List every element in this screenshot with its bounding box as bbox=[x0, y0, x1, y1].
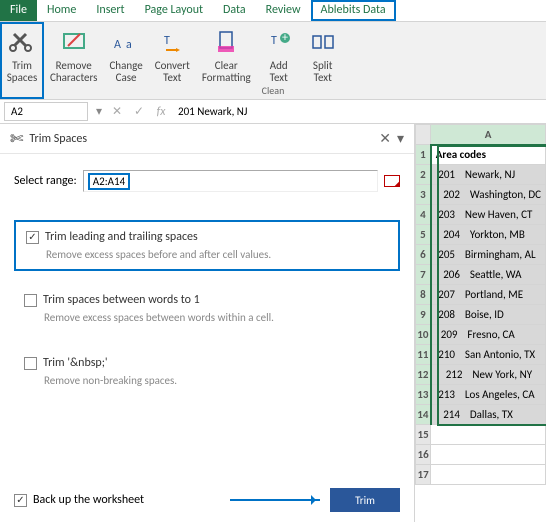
row-header[interactable]: 12 bbox=[416, 365, 431, 385]
worksheet[interactable]: A 1Area codes2 201 Newark, NJ3 202 Washi… bbox=[415, 124, 546, 522]
row-header[interactable]: 6 bbox=[416, 245, 431, 265]
ribbon-split-text[interactable]: SplitText bbox=[301, 22, 345, 99]
cell[interactable]: 213 Los Angeles, CA bbox=[431, 385, 546, 405]
row-header[interactable]: 13 bbox=[416, 385, 431, 405]
trim-button[interactable]: Trim bbox=[330, 488, 400, 512]
name-box-dropdown[interactable]: ▾ bbox=[92, 104, 106, 119]
tab-home[interactable]: Home bbox=[37, 0, 86, 21]
cell[interactable]: 205 Birmingham, AL bbox=[431, 245, 546, 265]
tab-ablebits[interactable]: Ablebits Data bbox=[311, 0, 396, 21]
ribbon-change-case[interactable]: AaChangeCase bbox=[103, 22, 148, 99]
accept-formula[interactable]: ✓ bbox=[128, 104, 150, 119]
opt-trim-between[interactable]: Trim spaces between words to 1 Remove ex… bbox=[14, 283, 400, 334]
ribbon-clear-formatting[interactable]: ClearFormatting bbox=[196, 22, 257, 99]
svg-text:+: + bbox=[282, 31, 288, 45]
formula-input[interactable]: 201 Newark, NJ bbox=[172, 103, 546, 120]
cell[interactable] bbox=[431, 465, 546, 485]
col-header[interactable]: A bbox=[431, 125, 546, 145]
tab-page-layout[interactable]: Page Layout bbox=[135, 0, 213, 21]
ribbon-convert-text[interactable]: TConvertText bbox=[149, 22, 196, 99]
row-header[interactable]: 16 bbox=[416, 445, 431, 465]
arrow-icon bbox=[230, 499, 320, 501]
cell[interactable]: 202 Washington, DC bbox=[431, 185, 546, 205]
range-input[interactable]: A2:A14 bbox=[83, 170, 378, 192]
row-header[interactable]: 14 bbox=[416, 405, 431, 425]
checkbox-icon[interactable] bbox=[14, 494, 27, 507]
checkbox-icon[interactable] bbox=[24, 357, 37, 370]
ribbon-trim-spaces[interactable]: TrimSpaces bbox=[0, 22, 44, 99]
row-header[interactable]: 5 bbox=[416, 225, 431, 245]
opt-trim-leading-trailing[interactable]: Trim leading and trailing spaces Remove … bbox=[14, 220, 400, 271]
cell[interactable] bbox=[431, 445, 546, 465]
panel-title: Trim Spaces bbox=[29, 132, 373, 146]
scissors-icon: ✄ bbox=[10, 129, 23, 149]
row-header[interactable]: 2 bbox=[416, 165, 431, 185]
select-range-label: Select range: bbox=[14, 174, 77, 188]
ribbon-remove-characters[interactable]: RemoveCharacters bbox=[44, 22, 103, 99]
cell[interactable]: Area codes bbox=[431, 145, 546, 165]
cell[interactable]: 208 Boise, ID bbox=[431, 305, 546, 325]
cell[interactable]: 203 New Haven, CT bbox=[431, 205, 546, 225]
fx-icon[interactable]: fx bbox=[150, 105, 172, 119]
row-header[interactable]: 7 bbox=[416, 265, 431, 285]
cell[interactable]: 212 New York, NY bbox=[431, 365, 546, 385]
svg-text:a: a bbox=[126, 38, 132, 52]
ribbon-group-label: Clean bbox=[262, 84, 285, 97]
checkbox-icon[interactable] bbox=[26, 231, 39, 244]
row-header[interactable]: 17 bbox=[416, 465, 431, 485]
svg-text:T: T bbox=[164, 34, 170, 48]
row-header[interactable]: 4 bbox=[416, 205, 431, 225]
tab-review[interactable]: Review bbox=[256, 0, 311, 21]
row-header[interactable]: 1 bbox=[416, 145, 431, 165]
cell[interactable]: 204 Yorkton, MB bbox=[431, 225, 546, 245]
cell[interactable]: 201 Newark, NJ bbox=[431, 165, 546, 185]
backup-checkbox[interactable]: Back up the worksheet bbox=[14, 493, 230, 507]
ribbon-tabs: File Home Insert Page Layout Data Review… bbox=[0, 0, 546, 22]
close-panel[interactable]: ✕ bbox=[379, 130, 391, 147]
tab-insert[interactable]: Insert bbox=[86, 0, 134, 21]
svg-text:A: A bbox=[114, 38, 121, 52]
cancel-formula[interactable]: ✕ bbox=[106, 104, 128, 119]
cell[interactable]: 214 Dallas, TX bbox=[431, 405, 546, 425]
row-header[interactable]: 15 bbox=[416, 425, 431, 445]
cell[interactable]: 210 San Antonio, TX bbox=[431, 345, 546, 365]
row-header[interactable]: 10 bbox=[416, 325, 431, 345]
opt-trim-nbsp[interactable]: Trim '&nbsp;' Remove non-breaking spaces… bbox=[14, 346, 400, 397]
range-picker-icon[interactable] bbox=[384, 175, 400, 187]
task-pane: ✄ Trim Spaces ✕ ▾ Select range: A2:A14 T… bbox=[0, 124, 415, 522]
tab-file[interactable]: File bbox=[0, 0, 37, 21]
cell[interactable] bbox=[431, 425, 546, 445]
cell[interactable]: 207 Portland, ME bbox=[431, 285, 546, 305]
row-header[interactable]: 9 bbox=[416, 305, 431, 325]
name-box[interactable]: A2 bbox=[4, 102, 88, 121]
checkbox-icon[interactable] bbox=[24, 294, 37, 307]
formula-bar: A2 ▾ ✕ ✓ fx 201 Newark, NJ bbox=[0, 100, 546, 124]
row-header[interactable]: 3 bbox=[416, 185, 431, 205]
svg-text:T: T bbox=[271, 34, 277, 48]
tab-data[interactable]: Data bbox=[213, 0, 256, 21]
row-header[interactable]: 8 bbox=[416, 285, 431, 305]
cell[interactable]: 209 Fresno, CA bbox=[431, 325, 546, 345]
ribbon: TrimSpacesRemoveCharactersAaChangeCaseTC… bbox=[0, 22, 546, 100]
row-header[interactable]: 11 bbox=[416, 345, 431, 365]
cell[interactable]: 206 Seattle, WA bbox=[431, 265, 546, 285]
panel-menu-icon[interactable]: ▾ bbox=[397, 130, 404, 147]
